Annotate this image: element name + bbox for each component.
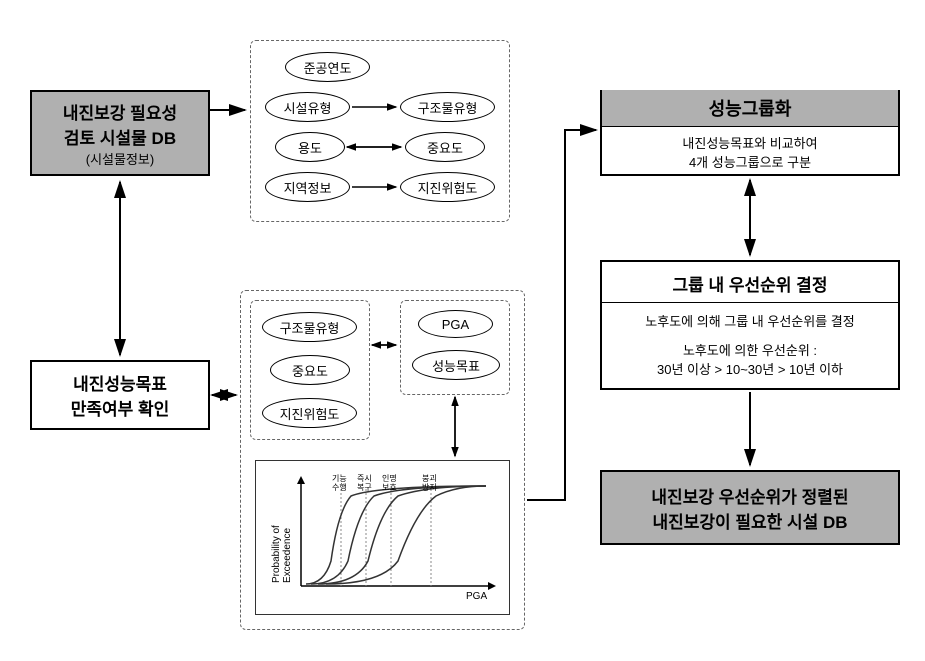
db-box-line2: 검토 시설물 DB: [64, 124, 176, 149]
group-box-title: 성능그룹화: [602, 95, 898, 121]
db-box-sub: (시설물정보): [86, 149, 154, 168]
db-box-line1: 내진보강 필요성: [63, 99, 177, 124]
ellipse-use: 용도: [275, 132, 345, 162]
priority-box-desc1: 노후도에 의해 그룹 내 우선순위를 결정: [645, 311, 854, 330]
group-box: 성능그룹화 내진성능목표와 비교하여 4개 성능그룹으로 구분: [600, 90, 900, 176]
curve-label-2: 즉시복구: [357, 474, 372, 492]
confirm-box-line1: 내진성능목표: [73, 370, 167, 395]
ellipse-completion-year: 준공연도: [285, 52, 370, 82]
curve-label-1: 기능수행: [332, 474, 347, 492]
chart-y-label: Probability ofExceedence: [271, 483, 293, 583]
result-box: 내진보강 우선순위가 정렬된 내진보강이 필요한 시설 DB: [600, 470, 900, 545]
curve-label-4: 붕괴방지: [422, 474, 437, 492]
ellipse-importance: 중요도: [405, 132, 485, 162]
result-box-line2: 내진보강이 필요한 시설 DB: [652, 508, 847, 533]
chart-x-label: PGA: [466, 591, 487, 602]
group-box-desc1: 내진성능목표와 비교하여: [682, 133, 817, 152]
group-box-desc2: 4개 성능그룹으로 구분: [682, 152, 817, 171]
db-box: 내진보강 필요성 검토 시설물 DB (시설물정보): [30, 90, 210, 176]
confirm-box-line2: 만족여부 확인: [71, 395, 170, 420]
priority-box-header: 그룹 내 우선순위 결정: [602, 265, 898, 303]
ellipse-seismic-hazard: 지진위험도: [400, 172, 495, 202]
priority-box-desc2: 노후도에 의한 우선순위 :: [645, 340, 854, 359]
confirm-box: 내진성능목표 만족여부 확인: [30, 360, 210, 430]
group-box-header: 성능그룹화: [602, 90, 898, 127]
priority-box-body: 노후도에 의해 그룹 내 우선순위를 결정 노후도에 의한 우선순위 : 30년…: [645, 303, 854, 386]
priority-box-desc3: 30년 이상 > 10~30년 > 10년 이하: [645, 359, 854, 378]
ellipse-structure-type: 구조물유형: [400, 92, 495, 122]
ellipse-region-info: 지역정보: [265, 172, 350, 202]
priority-box: 그룹 내 우선순위 결정 노후도에 의해 그룹 내 우선순위를 결정 노후도에 …: [600, 260, 900, 390]
result-box-line1: 내진보강 우선순위가 정렬된: [651, 483, 848, 508]
curve-label-3: 인명보호: [382, 474, 397, 492]
group-box-body: 내진성능목표와 비교하여 4개 성능그룹으로 구분: [682, 127, 817, 177]
fragility-chart: 기능수행 즉시복구 인명보호 붕괴방지 Probability ofExceed…: [255, 460, 510, 615]
ellipse-facility-type: 시설유형: [265, 92, 350, 122]
priority-box-title: 그룹 내 우선순위 결정: [602, 271, 898, 296]
